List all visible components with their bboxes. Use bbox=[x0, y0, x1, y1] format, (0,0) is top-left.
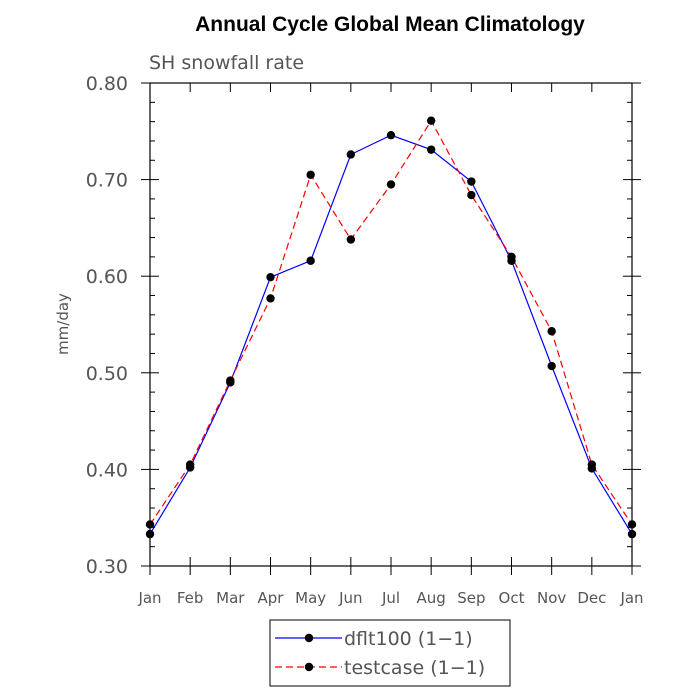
series-0-point-0 bbox=[145, 529, 155, 539]
y-tick-label-4: 0.70 bbox=[86, 170, 128, 192]
x-tick-label-11: Dec bbox=[577, 589, 606, 607]
series-0-point-5 bbox=[346, 150, 356, 159]
series-0-point-6 bbox=[386, 130, 396, 140]
series-points bbox=[145, 116, 637, 539]
series-1-point-4 bbox=[306, 170, 315, 179]
series-1-point-11 bbox=[587, 460, 597, 469]
y-tick-labels: 0.30 0.40 0.50 0.60 0.70 0.80 bbox=[86, 73, 128, 578]
legend: dflt100 (1−1) testcase (1−1) bbox=[269, 619, 511, 687]
series-0-point-12 bbox=[627, 529, 637, 539]
chart-subtitle: SH snowfall rate bbox=[149, 52, 304, 74]
x-tick-label-3: Apr bbox=[258, 589, 285, 607]
plot-frame bbox=[149, 82, 633, 567]
x-tick-label-10: Nov bbox=[537, 589, 566, 607]
y-axis-label: mm/day bbox=[54, 293, 72, 355]
series-0-point-10 bbox=[547, 361, 556, 371]
series-line-0 bbox=[149, 134, 633, 535]
series-1-point-0 bbox=[145, 520, 155, 529]
x-tick-label-6: Jul bbox=[381, 589, 400, 607]
y-tick-label-3: 0.60 bbox=[86, 266, 128, 288]
series-1-point-8 bbox=[467, 190, 476, 200]
x-tick-label-9: Oct bbox=[499, 589, 525, 607]
series-1-point-2 bbox=[226, 376, 235, 385]
x-tick-label-2: Mar bbox=[216, 589, 245, 607]
y-tick-label-5: 0.80 bbox=[86, 73, 128, 95]
x-tick-label-12: Jan bbox=[619, 589, 643, 607]
legend-marker-0 bbox=[304, 633, 314, 643]
series-0-point-3 bbox=[266, 272, 275, 282]
x-tick-label-5: Jun bbox=[338, 589, 362, 607]
legend-box bbox=[269, 619, 511, 687]
y-tick-label-2: 0.50 bbox=[86, 363, 128, 385]
series-1-point-3 bbox=[266, 294, 275, 303]
x-tick-label-0: Jan bbox=[137, 589, 161, 607]
y-tick-label-0: 0.30 bbox=[86, 556, 128, 578]
series-0-point-7 bbox=[426, 145, 436, 154]
axis-ticks bbox=[141, 82, 641, 575]
series-1-point-12 bbox=[627, 520, 637, 529]
series-0-point-8 bbox=[467, 177, 476, 186]
series-1-point-6 bbox=[386, 180, 396, 189]
x-tick-label-1: Feb bbox=[177, 589, 204, 607]
legend-label-1: testcase (1−1) bbox=[344, 657, 485, 679]
series-1-point-5 bbox=[346, 235, 356, 244]
legend-label-0: dflt100 (1−1) bbox=[344, 628, 473, 650]
chart-title: Annual Cycle Global Mean Climatology bbox=[195, 13, 585, 36]
x-tick-label-8: Sep bbox=[457, 589, 485, 607]
series-0-point-4 bbox=[306, 256, 315, 265]
x-tick-labels: Jan Feb Mar Apr May Jun Jul Aug Sep Oct Nov Dec Jan bbox=[137, 589, 643, 607]
legend-items: dflt100 (1−1) testcase (1−1) bbox=[275, 628, 485, 679]
x-tick-label-4: May bbox=[295, 589, 326, 607]
series-1-point-1 bbox=[185, 460, 195, 469]
legend-marker-1 bbox=[304, 662, 314, 672]
y-tick-label-1: 0.40 bbox=[86, 459, 128, 481]
series-1-point-10 bbox=[547, 327, 556, 336]
series-1-point-7 bbox=[426, 116, 436, 125]
x-tick-label-7: Aug bbox=[417, 589, 446, 607]
series-1-point-9 bbox=[507, 252, 516, 262]
